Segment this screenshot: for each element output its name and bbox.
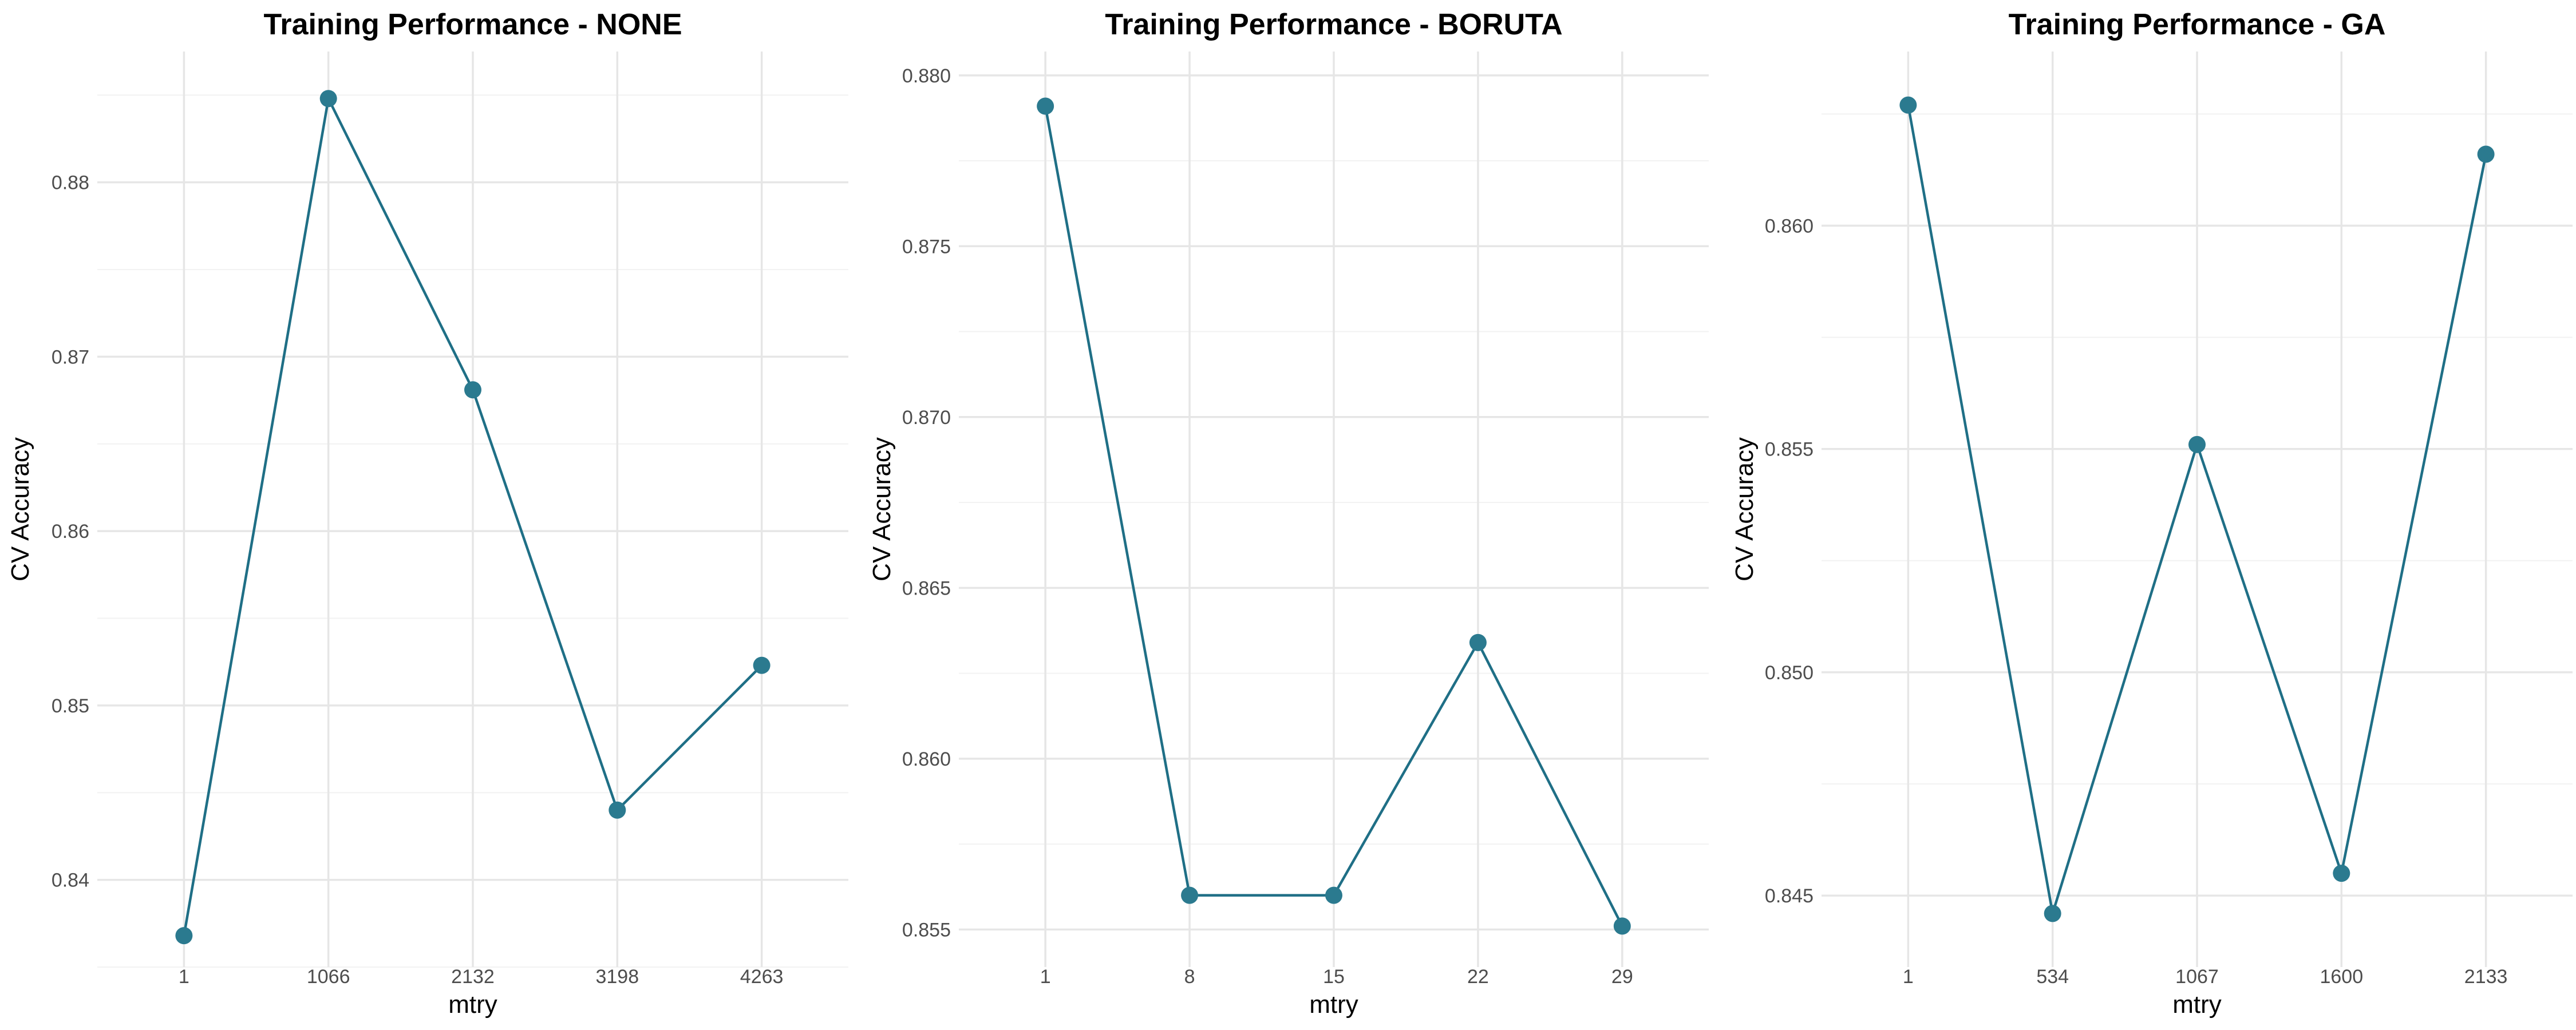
y-tick-label: 0.85	[52, 695, 89, 717]
x-axis-label: mtry	[448, 991, 497, 1019]
y-tick-label: 0.850	[1765, 662, 1814, 684]
x-tick-label: 2133	[2464, 966, 2508, 988]
data-point	[609, 801, 626, 819]
data-point	[2477, 145, 2495, 163]
data-point	[1469, 633, 1487, 651]
chart-panel-2: 0.855 0.860 0.865 0.870 0.875 0.880 1 8 15 22 29 Tr…	[868, 8, 1709, 1019]
chart-panel-1: 0.84 0.85 0.86 0.87 0.88 1 1066 2132 3198 4263 Tra…	[6, 8, 848, 1019]
x-tick-label: 1600	[2320, 966, 2363, 988]
x-tick-label: 1	[1903, 966, 1914, 988]
x-axis-label: mtry	[2172, 991, 2222, 1019]
data-point	[319, 90, 337, 108]
x-tick-label: 1	[1040, 966, 1051, 988]
chart-title: Training Performance - NONE	[263, 8, 682, 41]
x-axis-label: mtry	[1309, 991, 1358, 1019]
y-tick-label: 0.855	[1765, 439, 1814, 461]
y-tick-label: 0.84	[52, 870, 89, 892]
y-tick-label: 0.865	[902, 577, 951, 599]
x-tick-label: 1067	[2175, 966, 2219, 988]
y-tick-label: 0.870	[902, 407, 951, 429]
data-point	[753, 656, 771, 674]
y-axis-label: CV Accuracy	[6, 437, 34, 581]
data-point	[464, 381, 481, 399]
data-point	[1325, 886, 1342, 904]
data-point	[175, 927, 193, 945]
data-point	[1613, 917, 1631, 935]
chart-panel-3: 0.845 0.850 0.855 0.860 1 534 1067 1600 2133 Trai…	[1730, 8, 2573, 1019]
y-tick-label: 0.860	[902, 748, 951, 770]
data-point	[2188, 435, 2206, 453]
x-tick-label: 4263	[740, 966, 784, 988]
y-tick-label: 0.860	[1765, 215, 1814, 237]
data-point	[2044, 905, 2061, 922]
x-tick-label: 2132	[451, 966, 495, 988]
x-tick-label: 15	[1323, 966, 1345, 988]
y-tick-label: 0.880	[902, 65, 951, 87]
y-tick-label: 0.86	[52, 521, 89, 542]
data-point	[1899, 96, 1917, 114]
data-point	[1181, 886, 1199, 904]
x-tick-label: 8	[1184, 966, 1195, 988]
x-tick-label: 1	[179, 966, 189, 988]
x-tick-label: 534	[2036, 966, 2069, 988]
y-axis-label: CV Accuracy	[1730, 437, 1759, 581]
y-axis-label: CV Accuracy	[868, 437, 896, 581]
y-tick-label: 0.88	[52, 172, 89, 194]
x-tick-label: 22	[1467, 966, 1489, 988]
x-tick-label: 3198	[595, 966, 639, 988]
y-tick-label: 0.87	[52, 346, 89, 368]
x-tick-label: 29	[1611, 966, 1633, 988]
chart-title: Training Performance - GA	[2009, 8, 2386, 41]
data-point	[2333, 865, 2350, 882]
data-point	[1037, 97, 1054, 115]
x-tick-label: 1066	[307, 966, 350, 988]
y-tick-label: 0.845	[1765, 885, 1814, 907]
chart-title: Training Performance - BORUTA	[1105, 8, 1562, 41]
y-tick-label: 0.875	[902, 236, 951, 258]
y-tick-label: 0.855	[902, 919, 951, 941]
